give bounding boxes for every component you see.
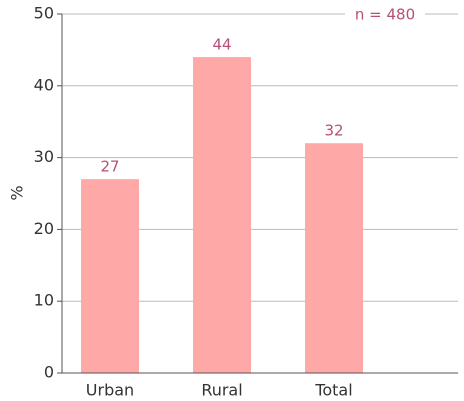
bar [193,57,251,374]
y-tick-label: 0 [44,363,54,382]
y-tick-label: 20 [34,219,54,238]
data-label: 27 [100,158,119,176]
y-tick-label: 10 [34,291,54,310]
data-label: 44 [212,36,231,54]
x-tick-label: Total [314,381,352,400]
bar [305,143,363,373]
annotation: n = 480 [355,6,415,24]
x-tick-label: Urban [86,381,134,400]
bar [81,179,139,373]
y-tick-label: 40 [34,75,54,94]
data-label: 32 [324,122,343,140]
y-tick-label: 30 [34,147,54,166]
x-tick-label: Rural [201,381,242,400]
annotation-bg [345,4,425,24]
y-axis-label: % [8,185,27,200]
y-tick-label: 50 [34,4,54,23]
